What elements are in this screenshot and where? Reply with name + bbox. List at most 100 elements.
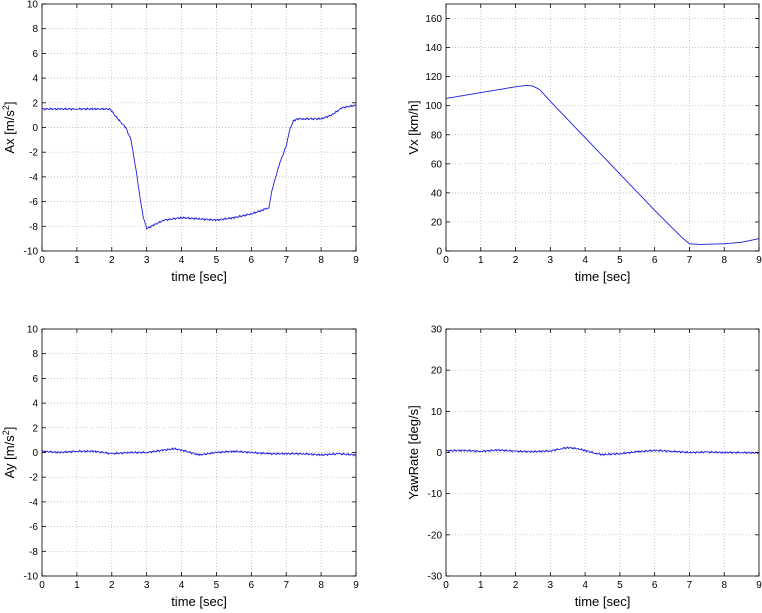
x-tick-label: 5 [617, 580, 623, 591]
plot-area [446, 4, 759, 251]
x-tick-label: 9 [353, 580, 359, 591]
y-tick-label: 0 [436, 448, 442, 459]
y-axis-label-tail: ] [2, 102, 17, 106]
y-axis-label-superscript: 2 [1, 105, 11, 110]
vx-subplot: 0 1 2 3 4 5 6 7 8 9 0 20 40 60 80 100 120 140 160 time [sec… [406, 3, 762, 284]
x-axis-label: time [sec] [575, 269, 631, 284]
yawrate-subplot: 0 1 2 3 4 5 6 7 8 9 -30 -20 -10 0 10 20 30 time [sec] YawR… [406, 325, 762, 610]
y-tick-label: 6 [32, 49, 38, 60]
x-tick-label: 3 [144, 580, 150, 591]
x-tick-label: 3 [144, 255, 150, 266]
y-axis-label: Vx [km/h] [406, 100, 421, 154]
y-tick-label: -30 [428, 572, 443, 583]
y-tick-label: -8 [29, 222, 38, 233]
x-tick-label: 7 [283, 255, 289, 266]
y-tick-label: 20 [431, 217, 443, 228]
x-tick-label: 4 [582, 255, 588, 266]
y-tick-label: -6 [29, 522, 38, 533]
x-tick-label: 2 [109, 580, 115, 591]
x-tick-label: 5 [214, 580, 220, 591]
x-axis-label: time [sec] [575, 594, 631, 609]
x-tick-label: 9 [353, 255, 359, 266]
y-tick-label: 120 [425, 72, 442, 83]
x-tick-label: 8 [318, 580, 324, 591]
x-axis-label: time [sec] [171, 269, 227, 284]
y-axis-label: Ax [m/s2] [1, 102, 17, 154]
x-tick-label: 7 [687, 255, 693, 266]
y-tick-label: -8 [29, 547, 38, 558]
y-axis-label-superscript: 2 [1, 430, 11, 435]
ay-subplot: 0 1 2 3 4 5 6 7 8 9 -10 -8 -6 -4 -2 0 2 4 6 8 10 time [sec] Ay… [1, 325, 359, 610]
x-tick-label: 2 [513, 255, 519, 266]
y-tick-label: 8 [32, 349, 38, 360]
x-tick-label: 5 [214, 255, 220, 266]
x-tick-label: 0 [443, 580, 449, 591]
x-tick-label: 7 [283, 580, 289, 591]
y-tick-label: 2 [32, 423, 38, 434]
y-axis-label-main: Ax [m/s [2, 110, 17, 154]
y-axis-label: Ay [m/s2] [1, 427, 17, 479]
y-tick-label: 60 [431, 159, 443, 170]
x-tick-label: 1 [74, 255, 80, 266]
x-tick-label: 7 [687, 580, 693, 591]
y-tick-label: -4 [29, 172, 38, 183]
y-axis-label-main: Ay [m/s [2, 435, 17, 479]
x-axis-label: time [sec] [171, 594, 227, 609]
x-tick-label: 1 [478, 580, 484, 591]
y-tick-label: -2 [29, 148, 38, 159]
x-tick-label: 6 [249, 255, 255, 266]
x-tick-label: 8 [721, 255, 727, 266]
x-tick-label: 6 [652, 580, 658, 591]
y-tick-label: 6 [32, 374, 38, 385]
y-tick-label: -10 [24, 247, 39, 258]
x-tick-label: 6 [249, 580, 255, 591]
y-tick-label: 30 [431, 325, 443, 336]
y-tick-label: -20 [428, 530, 443, 541]
y-tick-label: 80 [431, 130, 443, 141]
y-tick-label: 10 [27, 0, 39, 11]
y-tick-label: 40 [431, 188, 443, 199]
y-tick-label: -2 [29, 473, 38, 484]
x-tick-label: 0 [39, 580, 45, 591]
y-tick-label: -4 [29, 497, 38, 508]
y-tick-label: 2 [32, 98, 38, 109]
x-tick-label: 2 [513, 580, 519, 591]
y-tick-label: -10 [428, 489, 443, 500]
x-tick-label: 1 [74, 580, 80, 591]
x-tick-label: 9 [756, 255, 762, 266]
y-tick-label: 8 [32, 24, 38, 35]
x-tick-label: 4 [582, 580, 588, 591]
y-tick-label: 160 [425, 14, 442, 25]
series-line-yawrate [445, 446, 760, 457]
y-tick-label: 10 [27, 325, 39, 336]
axes-box [445, 3, 760, 252]
y-tick-label: 0 [436, 247, 442, 258]
y-tick-label: 10 [431, 407, 443, 418]
y-tick-label: 4 [32, 399, 38, 410]
ax-subplot: 0 1 2 3 4 5 6 7 8 9 -10 -8 -6 -4 -2 0 2 4 6 8 10 time [sec] Ax… [1, 0, 359, 284]
x-tick-label: 5 [617, 255, 623, 266]
x-tick-label: 8 [318, 255, 324, 266]
y-tick-label: -10 [24, 572, 39, 583]
y-tick-label: 0 [32, 123, 38, 134]
x-tick-label: 9 [756, 580, 762, 591]
x-tick-label: 8 [721, 580, 727, 591]
y-tick-label: 140 [425, 43, 442, 54]
x-tick-label: 2 [109, 255, 115, 266]
y-axis-label: YawRate [deg/s] [406, 405, 421, 499]
x-tick-label: 3 [548, 255, 554, 266]
series-line-ax [41, 104, 357, 230]
x-tick-label: 0 [443, 255, 449, 266]
y-tick-label: 20 [431, 366, 443, 377]
y-tick-label: 100 [425, 101, 442, 112]
x-tick-label: 4 [179, 580, 185, 591]
series-line-ay [41, 447, 357, 457]
y-axis-label-tail: ] [2, 427, 17, 431]
x-tick-label: 0 [39, 255, 45, 266]
x-tick-label: 4 [179, 255, 185, 266]
y-tick-label: 4 [32, 74, 38, 85]
x-tick-label: 6 [652, 255, 658, 266]
series-line-vx [445, 84, 760, 245]
x-tick-label: 1 [478, 255, 484, 266]
